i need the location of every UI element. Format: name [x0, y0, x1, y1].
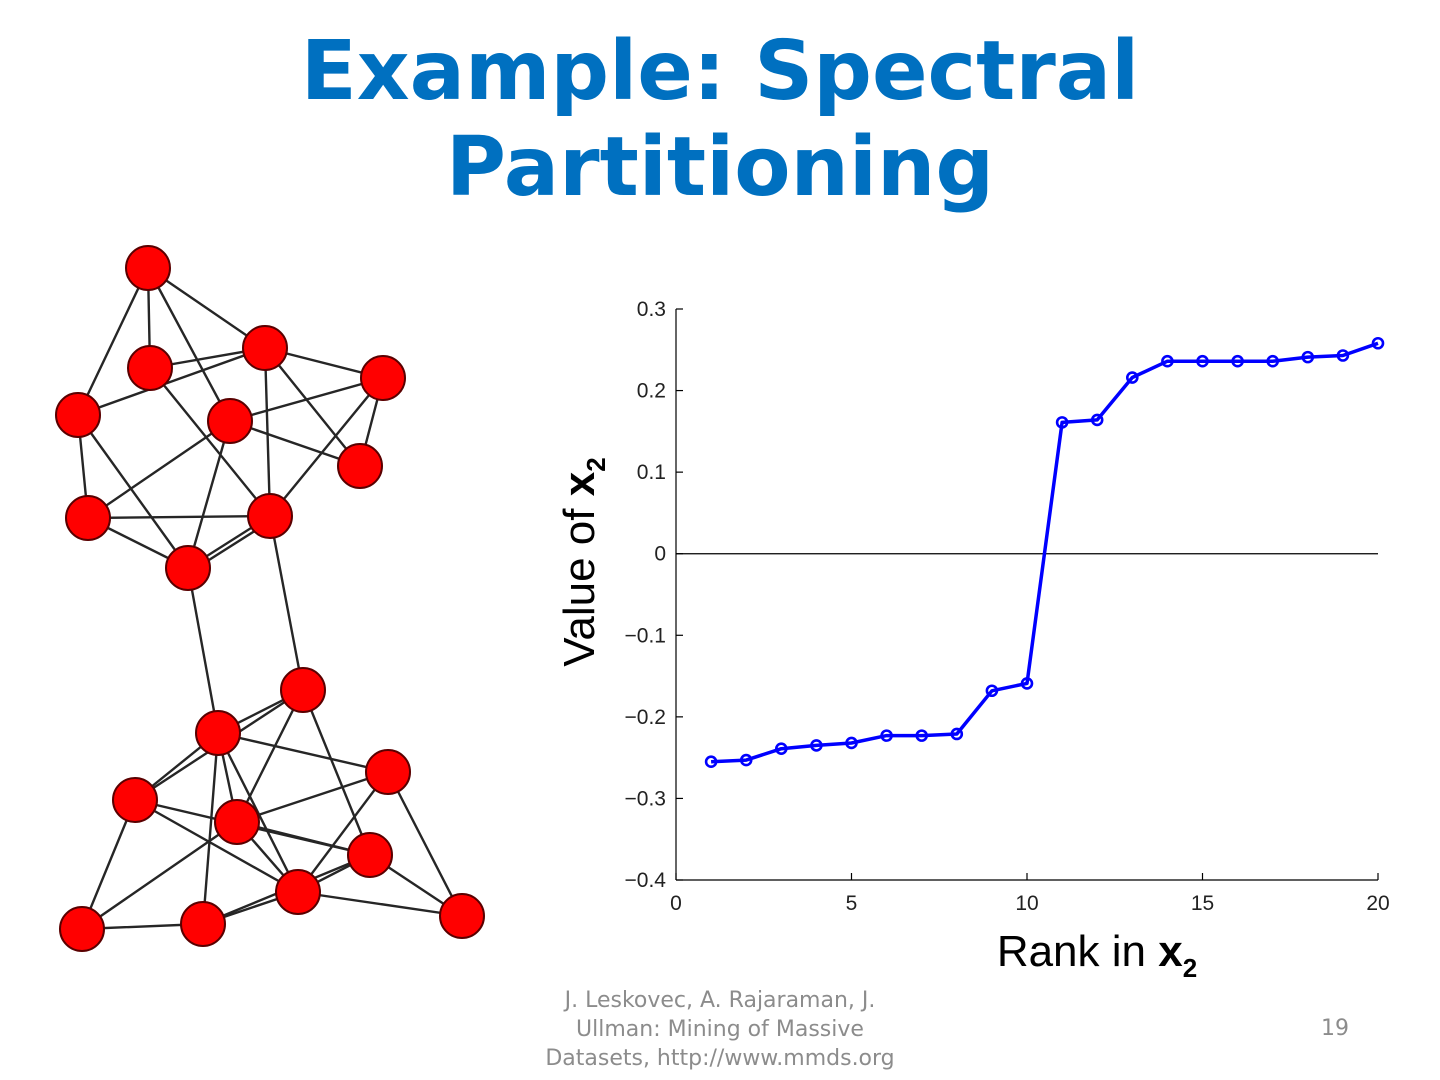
graph-node [275, 869, 321, 915]
graph-edge [86, 514, 272, 520]
graph-edge [216, 731, 390, 774]
graph-edge [296, 890, 464, 918]
data-point [704, 755, 718, 769]
x-axis-label: Rank in x2 [997, 927, 1197, 983]
graph-node [112, 777, 158, 823]
graph-node [65, 495, 111, 541]
data-point [1371, 336, 1385, 350]
data-point [1090, 413, 1104, 427]
graph-edge [186, 566, 220, 735]
y-tick-label: −0.1 [625, 624, 666, 647]
graph-edge [86, 419, 232, 520]
footer-line-1: J. Leskovec, A. Rajaraman, J. [564, 988, 876, 1013]
graph-node [127, 345, 173, 391]
graph-edge [235, 688, 305, 824]
graph-edge [268, 376, 385, 518]
y-tick-label: −0.3 [625, 787, 666, 810]
graph-edge [76, 266, 150, 417]
data-point [1161, 354, 1174, 368]
slide-title: Example: Spectral Partitioning [0, 24, 1440, 216]
graph-edge [148, 366, 272, 518]
footer-line-2: Ullman: Mining of Massive [576, 1017, 864, 1042]
y-axis-label: Value of x2 [555, 457, 611, 666]
data-point [845, 736, 858, 750]
series-line [711, 341, 1379, 764]
footer-line-3: Datasets, http://www.mmds.org [545, 1046, 895, 1071]
x-tick-label: 0 [670, 892, 682, 915]
data-point [985, 684, 999, 698]
title-line-1: Example: Spectral [300, 24, 1140, 119]
graph-node [439, 893, 485, 939]
graph-node [195, 710, 241, 756]
y-tick-label: 0.1 [637, 461, 666, 484]
graph-node [247, 493, 293, 539]
data-point [1020, 677, 1034, 690]
data-point [1336, 349, 1350, 362]
x-tick-label: 5 [846, 892, 858, 915]
data-point [880, 729, 893, 742]
data-point [950, 727, 964, 741]
graph-edge [186, 419, 232, 570]
y-tick-label: −0.2 [625, 706, 666, 729]
graph-edge [296, 770, 390, 894]
graph-edge [228, 376, 385, 423]
graph-edge [146, 266, 267, 350]
graph-node [365, 749, 411, 795]
graph-edge [301, 688, 372, 857]
y-tick-label: 0.2 [637, 380, 666, 403]
graph-node [55, 392, 101, 438]
y-tick-label: 0.3 [637, 298, 666, 321]
graph-nodes [55, 245, 485, 952]
network-graph-illustration [55, 245, 485, 952]
y-tick-label: 0 [654, 543, 666, 566]
data-point [810, 739, 823, 752]
data-point [1055, 416, 1069, 429]
graph-node [165, 545, 211, 591]
page-number: 19 [1321, 1016, 1349, 1041]
data-point [1126, 371, 1139, 384]
data-point [739, 753, 753, 767]
x-tick-label: 20 [1366, 892, 1389, 915]
data-point [1301, 350, 1315, 364]
graph-edge [386, 770, 464, 918]
data-point [774, 742, 788, 755]
graph-node [207, 398, 253, 444]
graph-edge [76, 346, 267, 417]
data-point [1231, 354, 1244, 368]
graph-node [337, 443, 383, 489]
x-tick-label: 10 [1015, 892, 1038, 915]
graph-edge [201, 731, 220, 926]
graph-node [214, 799, 260, 845]
data-point [915, 729, 929, 742]
graph-edge [80, 798, 137, 931]
y-tick-label: −0.4 [625, 869, 667, 892]
graph-node [360, 355, 406, 401]
footer-citation: J. Leskovec, A. Rajaraman, J. Ullman: Mi… [500, 986, 940, 1073]
graph-node [280, 667, 326, 713]
graph-edge [146, 266, 232, 423]
graph-node [125, 245, 171, 291]
title-line-2: Partitioning [445, 120, 995, 215]
graph-edge [268, 514, 305, 692]
graph-node [180, 901, 226, 947]
graph-edge [133, 798, 300, 894]
x-tick-label: 15 [1191, 892, 1214, 915]
graph-edge [263, 346, 362, 468]
graph-edge [263, 346, 272, 518]
data-point [1196, 354, 1209, 368]
graph-edge [80, 820, 239, 931]
data-point [1266, 354, 1279, 368]
graph-edge [216, 731, 300, 894]
graph-node [242, 325, 288, 371]
graph-node [59, 906, 105, 952]
graph-node [347, 832, 393, 878]
graph-edge [76, 413, 190, 570]
graph-edge [235, 770, 390, 824]
